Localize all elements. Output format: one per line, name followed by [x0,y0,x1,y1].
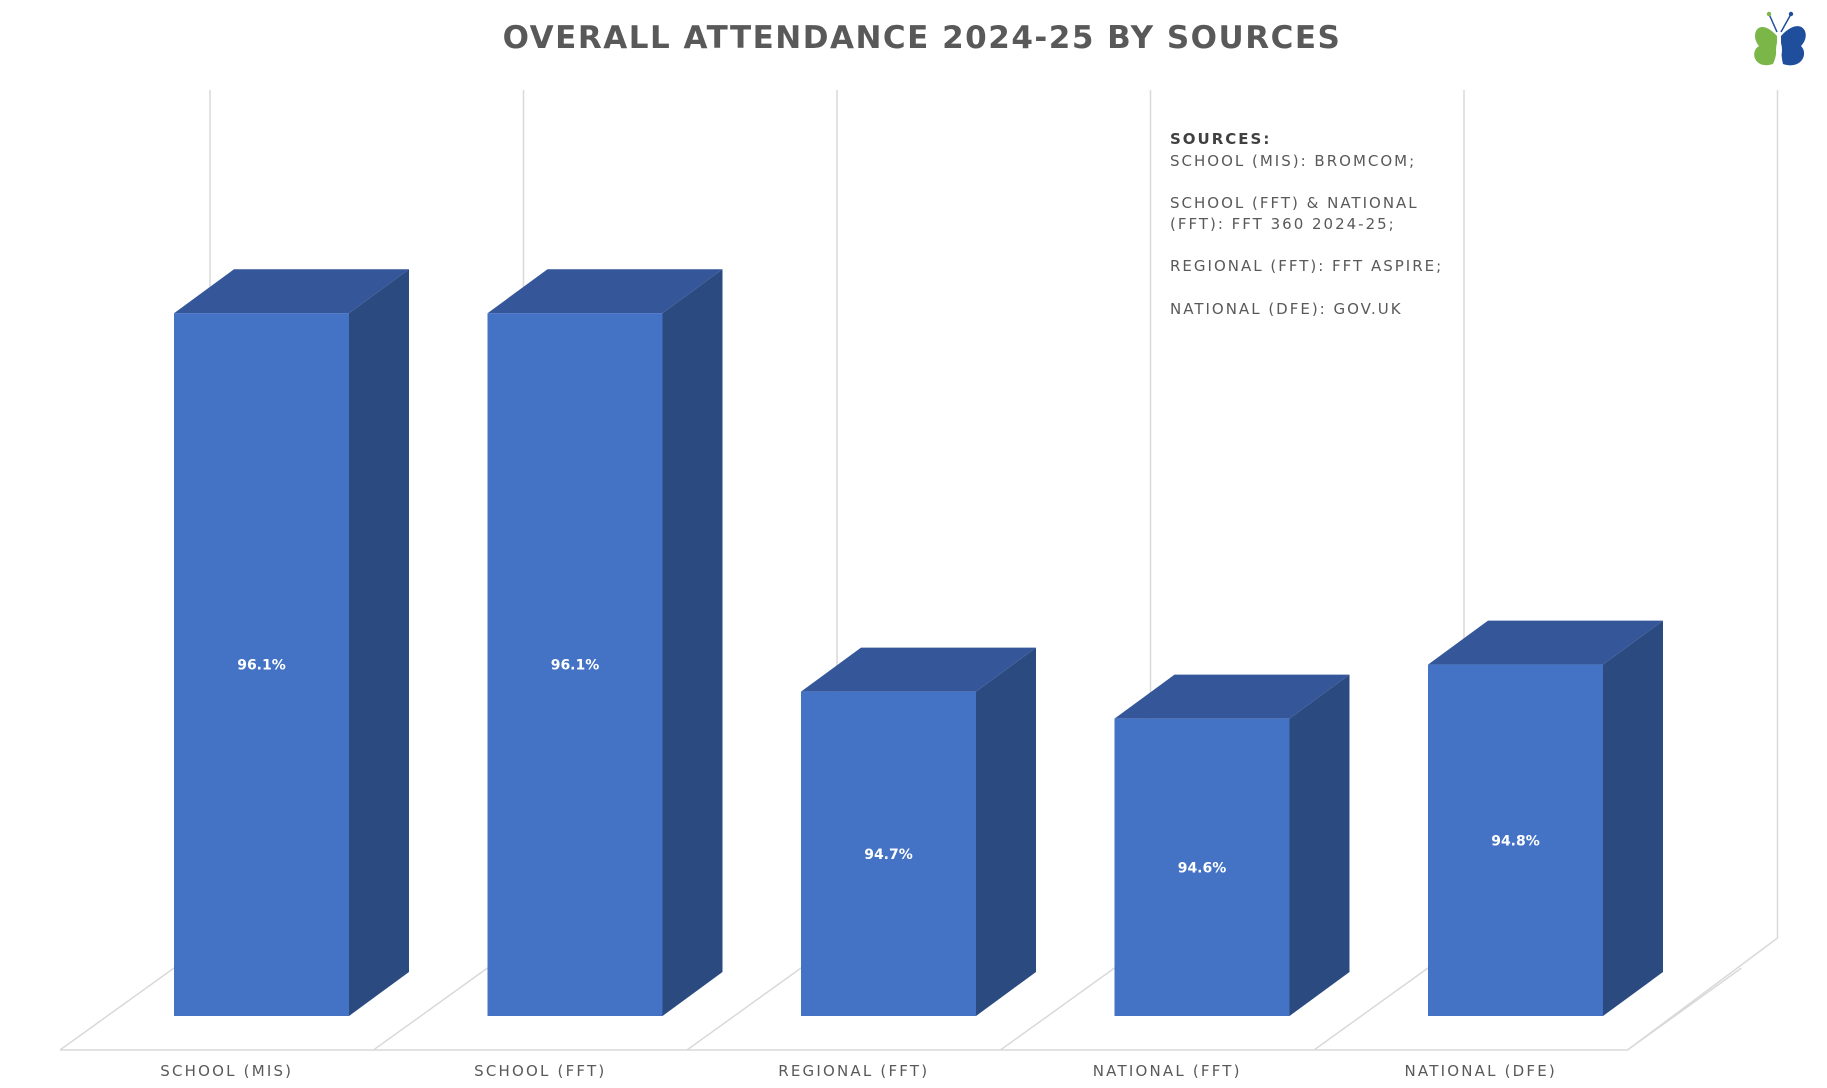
floor-gridline [686,967,802,1051]
bar-side [976,647,1036,1016]
sources-line: SCHOOL (FFT) & NATIONAL [1170,194,1419,212]
bar-front [174,313,349,1016]
floor-side-edge [1627,937,1778,1051]
data-label: 94.7% [864,847,913,863]
butterfly-logo-icon [1754,11,1806,66]
bar: 94.8% [1428,620,1663,1016]
bar: 96.1% [174,269,409,1016]
chart-title: OVERALL ATTENDANCE 2024-25 BY SOURCES [503,20,1342,56]
sources-line: (FFT): FFT 360 2024-25; [1170,215,1396,233]
bar-front [1428,664,1603,1016]
category-label: SCHOOL (FFT) [474,1062,606,1080]
bar: 96.1% [487,269,723,1016]
bar-front [1114,718,1290,1016]
bar: 94.7% [801,647,1036,1016]
category-label: REGIONAL (FFT) [778,1062,929,1080]
bar-front [801,691,976,1016]
data-label: 96.1% [551,658,600,674]
bar-front [487,313,663,1016]
category-labels: SCHOOL (MIS) SCHOOL (FFT) REGIONAL (FFT) NA… [160,1062,1557,1080]
category-label: NATIONAL (FFT) [1093,1062,1242,1080]
sources-heading: SOURCES: [1170,130,1271,148]
bar: 94.6% [1114,674,1350,1016]
sources-line: NATIONAL (DFE): GOV.UK [1170,300,1403,318]
category-label: NATIONAL (DFE) [1405,1062,1557,1080]
floor-gridline [373,967,488,1051]
category-label: SCHOOL (MIS) [160,1062,293,1080]
bar-side [1289,674,1350,1016]
floor-gridline [59,967,175,1051]
sources-line: SCHOOL (MIS): BROMCOM; [1170,152,1416,170]
floor-gridline [1313,967,1429,1051]
bar-side [662,269,723,1016]
floor-gridline [1000,967,1115,1051]
data-label: 94.8% [1491,833,1540,849]
bar-side [349,269,409,1016]
bar-top [1114,674,1350,719]
bar-top [174,269,409,314]
bar-side [1603,620,1663,1016]
sources-line: REGIONAL (FFT): FFT ASPIRE; [1170,257,1443,275]
bar-top [801,647,1036,692]
bar-top [487,269,723,314]
data-label: 96.1% [237,658,286,674]
data-label: 94.6% [1178,860,1227,876]
sources-note: SOURCES: SCHOOL (MIS): BROMCOM; SCHOOL (… [1170,130,1443,318]
bar-top [1428,620,1663,665]
bars: 96.1% 96.1% 94.7% 94.6% 94.8% [174,269,1663,1016]
chart-floor [59,937,1778,1051]
